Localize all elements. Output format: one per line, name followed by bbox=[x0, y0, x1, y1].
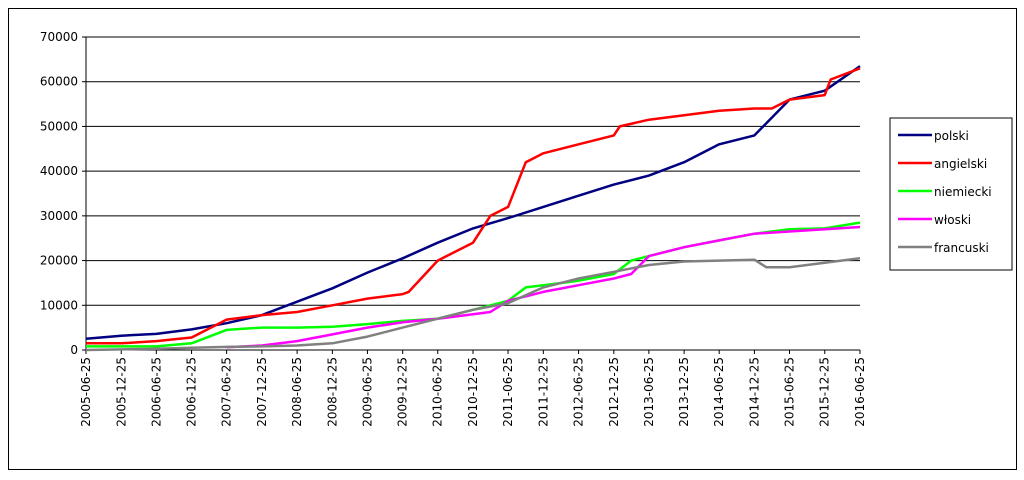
x-tick-label: 2016-06-25 bbox=[853, 357, 867, 427]
legend-label-francuski: francuski bbox=[934, 241, 989, 255]
x-tick-label: 2014-12-25 bbox=[747, 357, 761, 427]
x-tick-label: 2010-06-25 bbox=[431, 357, 445, 427]
legend-label-niemiecki: niemiecki bbox=[934, 185, 992, 199]
x-tick-label: 2013-12-25 bbox=[677, 357, 691, 427]
y-tick-label: 70000 bbox=[40, 30, 78, 44]
y-tick-label: 40000 bbox=[40, 164, 78, 178]
x-tick-label: 2006-06-25 bbox=[149, 357, 163, 427]
x-tick-label: 2011-12-25 bbox=[536, 357, 550, 427]
x-tick-label: 2014-06-25 bbox=[712, 357, 726, 427]
x-tick-label: 2011-06-25 bbox=[501, 357, 515, 427]
x-tick-label: 2007-12-25 bbox=[255, 357, 269, 427]
series-line-włoski bbox=[226, 225, 861, 349]
x-tick-label: 2012-06-25 bbox=[572, 357, 586, 427]
y-tick-label: 10000 bbox=[40, 298, 78, 312]
x-tick-label: 2010-12-25 bbox=[466, 357, 480, 427]
x-tick-label: 2005-06-25 bbox=[79, 357, 93, 427]
legend: polski angielski niemiecki włoski francuski bbox=[889, 117, 1013, 271]
x-tick-label: 2013-06-25 bbox=[642, 357, 656, 427]
plot-area: 0 10000 20000 30000 40000 50000 60000 70000 2005… bbox=[40, 30, 867, 427]
x-tick-label: 2008-06-25 bbox=[290, 357, 304, 427]
y-tick-label: 0 bbox=[70, 343, 78, 357]
x-tick-label: 2015-06-25 bbox=[782, 357, 796, 427]
series-line-polski bbox=[85, 65, 861, 341]
y-tick-label: 50000 bbox=[40, 119, 78, 133]
x-tick-label: 2008-12-25 bbox=[325, 357, 339, 427]
x-tick-label: 2009-12-25 bbox=[396, 357, 410, 427]
x-tick-label: 2009-06-25 bbox=[360, 357, 374, 427]
x-tick-label: 2006-12-25 bbox=[185, 357, 199, 427]
y-tick-label: 20000 bbox=[40, 254, 78, 268]
x-tick-label: 2007-06-25 bbox=[220, 357, 234, 427]
y-tick-label: 60000 bbox=[40, 75, 78, 89]
x-tick-label: 2005-12-25 bbox=[114, 357, 128, 427]
legend-box bbox=[889, 117, 1013, 271]
series-line-francuski bbox=[85, 257, 861, 352]
y-tick-label: 30000 bbox=[40, 209, 78, 223]
legend-label-polski: polski bbox=[934, 129, 969, 143]
legend-label-włoski: włoski bbox=[934, 213, 971, 227]
series-line-angielski bbox=[86, 67, 861, 345]
x-tick-label: 2015-12-25 bbox=[818, 357, 832, 427]
chart-frame bbox=[8, 8, 1017, 470]
legend-label-angielski: angielski bbox=[934, 157, 987, 171]
x-tick-label: 2012-12-25 bbox=[607, 357, 621, 427]
